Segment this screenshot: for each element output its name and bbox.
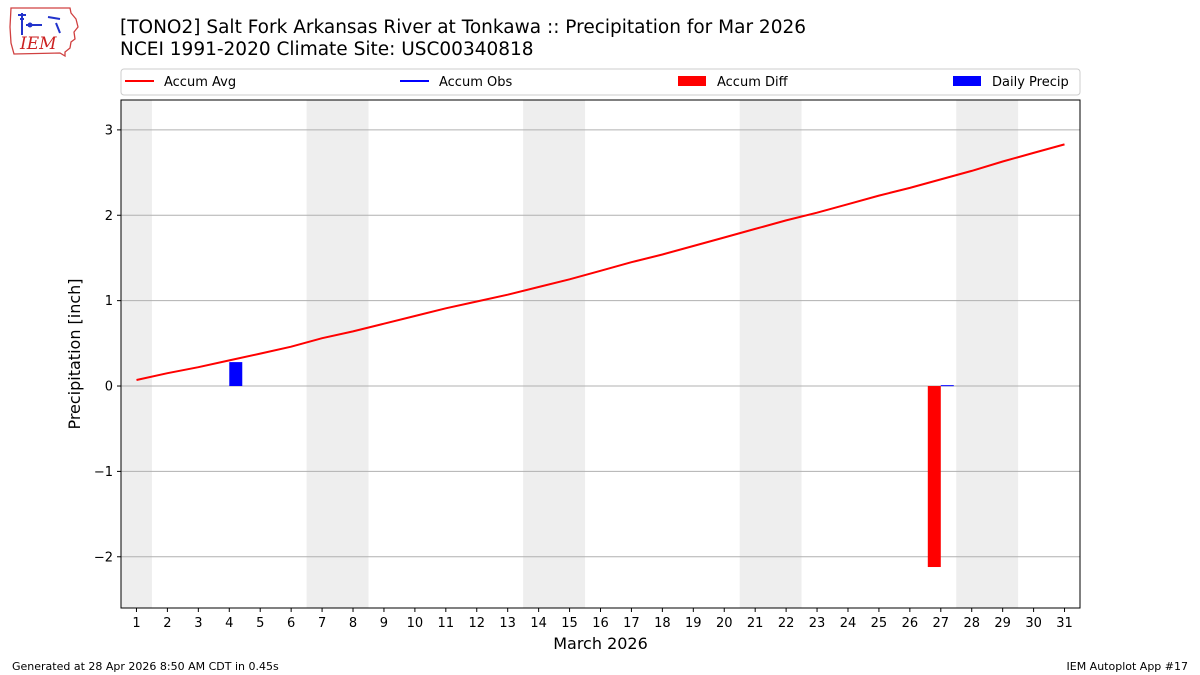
x-tick-label: 15 xyxy=(561,616,578,631)
y-tick-label: 2 xyxy=(105,209,113,224)
x-tick-label: 25 xyxy=(871,616,888,631)
x-tick-label: 17 xyxy=(623,616,640,631)
weekend-band xyxy=(956,100,1019,608)
legend-box xyxy=(120,68,1081,96)
x-tick-label: 12 xyxy=(468,616,485,631)
iem-logo: IEM xyxy=(9,7,79,58)
generated-note: Generated at 28 Apr 2026 8:50 AM CDT in … xyxy=(12,660,279,673)
x-tick-label: 21 xyxy=(747,616,764,631)
legend-label: Accum Diff xyxy=(717,75,789,90)
legend-label: Accum Obs xyxy=(439,75,512,90)
legend-swatch-bar xyxy=(953,76,981,86)
x-tick-label: 27 xyxy=(933,616,950,631)
x-tick-label: 30 xyxy=(1025,616,1042,631)
x-tick-label: 29 xyxy=(994,616,1011,631)
daily-precip-bar xyxy=(940,385,954,387)
x-tick-label: 28 xyxy=(963,616,980,631)
x-tick-label: 31 xyxy=(1056,616,1073,631)
weekend-band xyxy=(306,100,369,608)
x-tick-label: 26 xyxy=(902,616,919,631)
accum-diff-bar xyxy=(927,386,941,568)
x-tick-label: 1 xyxy=(132,616,140,631)
x-tick-label: 7 xyxy=(318,616,326,631)
weather-station-icon xyxy=(18,13,61,35)
app-credit: IEM Autoplot App #17 xyxy=(1066,660,1189,673)
x-tick-label: 23 xyxy=(809,616,826,631)
daily-precip-bar xyxy=(229,362,243,387)
x-tick-label: 13 xyxy=(499,616,516,631)
station-dot-icon xyxy=(27,22,33,28)
x-tick-label: 14 xyxy=(530,616,547,631)
x-tick-label: 22 xyxy=(778,616,795,631)
x-tick-label: 3 xyxy=(194,616,202,631)
chart-subtitle: NCEI 1991-2020 Climate Site: USC00340818 xyxy=(120,39,534,60)
plot-frame xyxy=(120,99,1081,609)
legend-label: Daily Precip xyxy=(992,75,1069,90)
x-tick-label: 11 xyxy=(438,616,455,631)
y-tick-label: 1 xyxy=(105,294,113,309)
logo-text: IEM xyxy=(19,34,57,54)
weekend-band xyxy=(523,100,586,608)
y-tick-label: −2 xyxy=(94,550,113,565)
x-tick-label: 6 xyxy=(287,616,295,631)
y-tick-label: 0 xyxy=(105,380,113,395)
x-tick-label: 2 xyxy=(163,616,171,631)
weekend-band xyxy=(121,100,152,608)
y-tick-label: 3 xyxy=(105,123,113,138)
legend-swatch-bar xyxy=(678,76,706,86)
chart-title: [TONO2] Salt Fork Arkansas River at Tonk… xyxy=(120,17,807,38)
legend: Accum Avg Accum Obs Accum Diff Daily Precip xyxy=(120,68,1081,96)
x-tick-label: 4 xyxy=(225,616,233,631)
accum-avg-line xyxy=(136,143,1065,381)
y-axis-label: Precipitation [inch] xyxy=(65,278,84,429)
x-axis-label: March 2026 xyxy=(553,634,648,653)
x-tick-label: 16 xyxy=(592,616,609,631)
x-tick-label: 19 xyxy=(685,616,702,631)
iowa-outline-shape xyxy=(9,7,79,58)
x-tick-label: 5 xyxy=(256,616,264,631)
x-tick-label: 9 xyxy=(380,616,388,631)
x-tick-label: 8 xyxy=(349,616,357,631)
x-tick-label: 10 xyxy=(407,616,424,631)
x-tick-label: 18 xyxy=(654,616,671,631)
x-tick-label: 20 xyxy=(716,616,733,631)
weekend-band xyxy=(739,100,802,608)
y-tick-label: −1 xyxy=(94,465,113,480)
x-tick-label: 24 xyxy=(840,616,857,631)
legend-label: Accum Avg xyxy=(164,75,236,90)
